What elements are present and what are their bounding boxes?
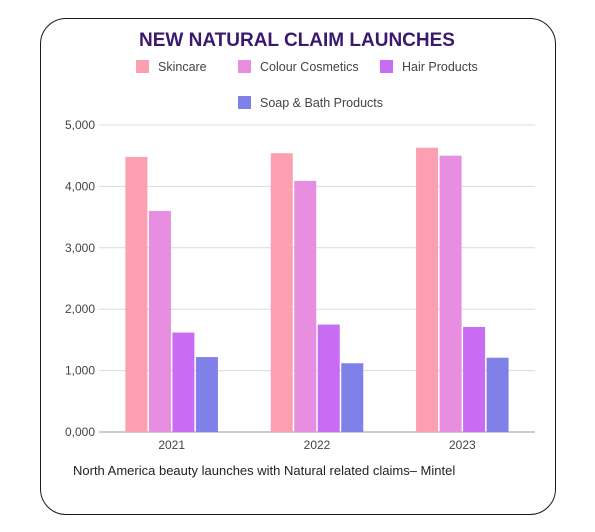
legend: Skincare Colour Cosmetics Hair Products Soa… [136,60,478,110]
bar-2021-2 [172,332,195,432]
y-tick-label-0: 0,000 [65,425,95,439]
x-axis: 2021 2022 2023 [158,438,476,452]
y-tick-label-4: 4,000 [65,179,95,193]
legend-swatch-1 [238,60,251,73]
legend-swatch-3 [238,96,251,109]
y-tick-label-5: 5,000 [65,118,95,132]
x-tick-label-2: 2023 [449,438,476,452]
y-tick-label-1: 1,000 [65,364,95,378]
bar-2021-0 [125,156,148,433]
bars [125,147,509,433]
bar-2022-2 [317,324,340,432]
x-tick-label-0: 2021 [158,438,185,452]
x-tick-label-1: 2022 [304,438,331,452]
chart-caption: North America beauty launches with Natur… [73,463,456,478]
bar-2022-3 [341,363,364,432]
bar-2023-0 [416,147,439,432]
y-tick-label-3: 3,000 [65,241,95,255]
y-tick-label-2: 2,000 [65,302,95,316]
chart-title: NEW NATURAL CLAIM LAUNCHES [139,30,455,51]
legend-label-2: Hair Products [402,60,478,74]
gridlines [99,124,535,433]
bar-2023-3 [486,357,509,432]
bar-2022-1 [294,180,317,432]
bar-2023-1 [439,155,462,432]
legend-swatch-2 [380,60,393,73]
bar-2021-3 [195,357,218,432]
y-axis: 0,000 1,000 2,000 3,000 4,000 5,000 [65,118,95,439]
bar-2023-2 [463,327,486,432]
legend-label-3: Soap & Bath Products [260,96,383,110]
legend-swatch-0 [136,60,149,73]
legend-label-0: Skincare [158,60,207,74]
bar-2022-0 [270,153,293,432]
bar-2021-1 [148,210,171,432]
legend-label-1: Colour Cosmetics [260,60,359,74]
